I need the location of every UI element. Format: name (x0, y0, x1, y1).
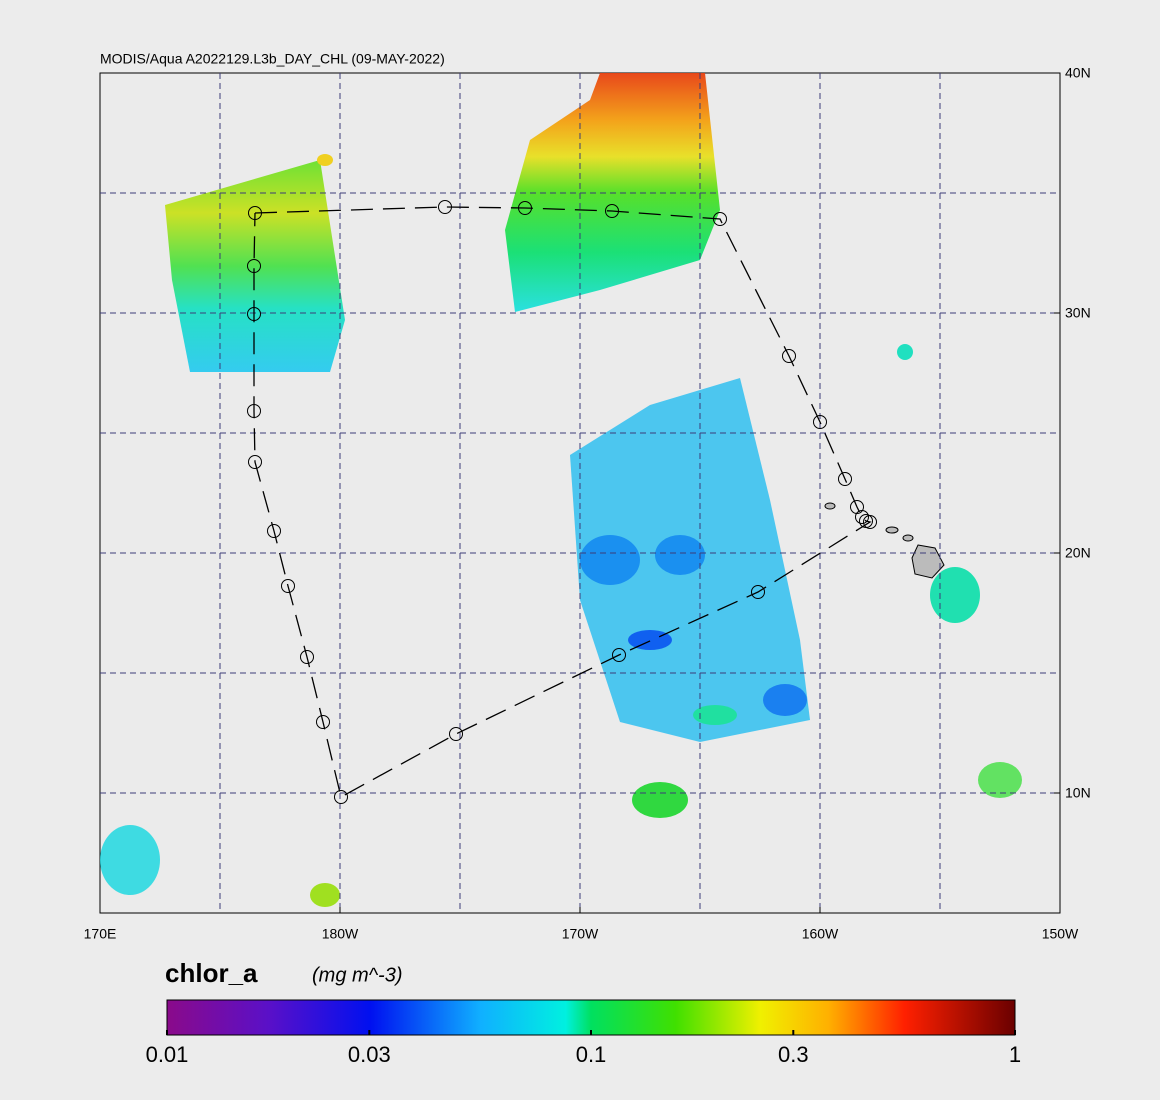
station (813, 415, 827, 429)
lon-tick-label: 160W (802, 926, 839, 942)
chl-patch (317, 154, 333, 166)
lat-tick-label: 40N (1065, 65, 1091, 81)
colorbar-tick-label: 0.1 (576, 1042, 607, 1067)
station (267, 524, 281, 538)
station (300, 650, 314, 664)
colorbar-tick-label: 1 (1009, 1042, 1021, 1067)
chl-patch (897, 344, 913, 360)
station (248, 455, 262, 469)
chl-patch (628, 630, 672, 650)
chl-patch (763, 684, 807, 716)
station (838, 472, 852, 486)
colorbar-variable: chlor_a (165, 958, 258, 988)
station (438, 200, 452, 214)
colorbar-tick-label: 0.01 (146, 1042, 189, 1067)
chl-patch (580, 535, 640, 585)
chl-patch (978, 762, 1022, 798)
chl-patch (165, 160, 345, 372)
island (902, 534, 914, 542)
grid (100, 73, 1060, 913)
station (605, 204, 619, 218)
lon-tick-label: 150W (1042, 926, 1079, 942)
station (248, 206, 262, 220)
station (334, 790, 348, 804)
lat-tick-label: 30N (1065, 305, 1091, 321)
lon-tick-label: 180W (322, 926, 359, 942)
colorbar-tick-label: 0.03 (348, 1042, 391, 1067)
station (855, 510, 869, 524)
chl-patch (693, 705, 737, 725)
lon-tick-label: 170W (562, 926, 599, 942)
station (751, 585, 765, 599)
island (824, 502, 836, 510)
stations (247, 200, 877, 804)
chl-patch (100, 825, 160, 895)
colorbar-ticks: 0.01 0.03 0.1 0.3 1 (146, 1030, 1021, 1067)
station (316, 715, 330, 729)
station (247, 404, 261, 418)
station (612, 648, 626, 662)
chl-patch (632, 782, 688, 818)
chl-patch (310, 883, 340, 907)
lat-tick-label: 20N (1065, 545, 1091, 561)
lat-tick-label: 10N (1065, 785, 1091, 801)
chl-patch (930, 567, 980, 623)
ship-track (253, 206, 872, 798)
map-panel (99, 72, 1061, 914)
lon-tick-label: 170E (84, 926, 117, 942)
station (713, 212, 727, 226)
colorbar-tick-label: 0.3 (778, 1042, 809, 1067)
station (247, 307, 261, 321)
station (518, 201, 532, 215)
island (885, 526, 899, 534)
station (281, 579, 295, 593)
colorbar-units: (mg m^-3) (312, 964, 403, 986)
map-title: MODIS/Aqua A2022129.L3b_DAY_CHL (09-MAY-… (100, 51, 445, 67)
station (449, 727, 463, 741)
station (863, 515, 877, 529)
chl-patch (655, 535, 705, 575)
colorbar (166, 999, 1016, 1036)
station (247, 259, 261, 273)
station (782, 349, 796, 363)
